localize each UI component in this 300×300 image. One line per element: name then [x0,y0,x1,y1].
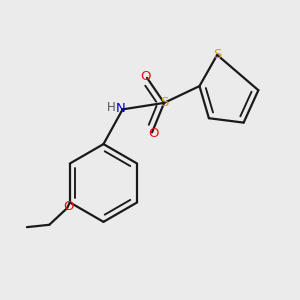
Text: O: O [141,70,151,83]
Text: O: O [63,200,74,213]
Text: N: N [116,102,125,115]
Text: O: O [148,127,158,140]
Text: S: S [213,47,221,61]
Text: H: H [106,101,115,114]
Text: S: S [160,96,169,110]
